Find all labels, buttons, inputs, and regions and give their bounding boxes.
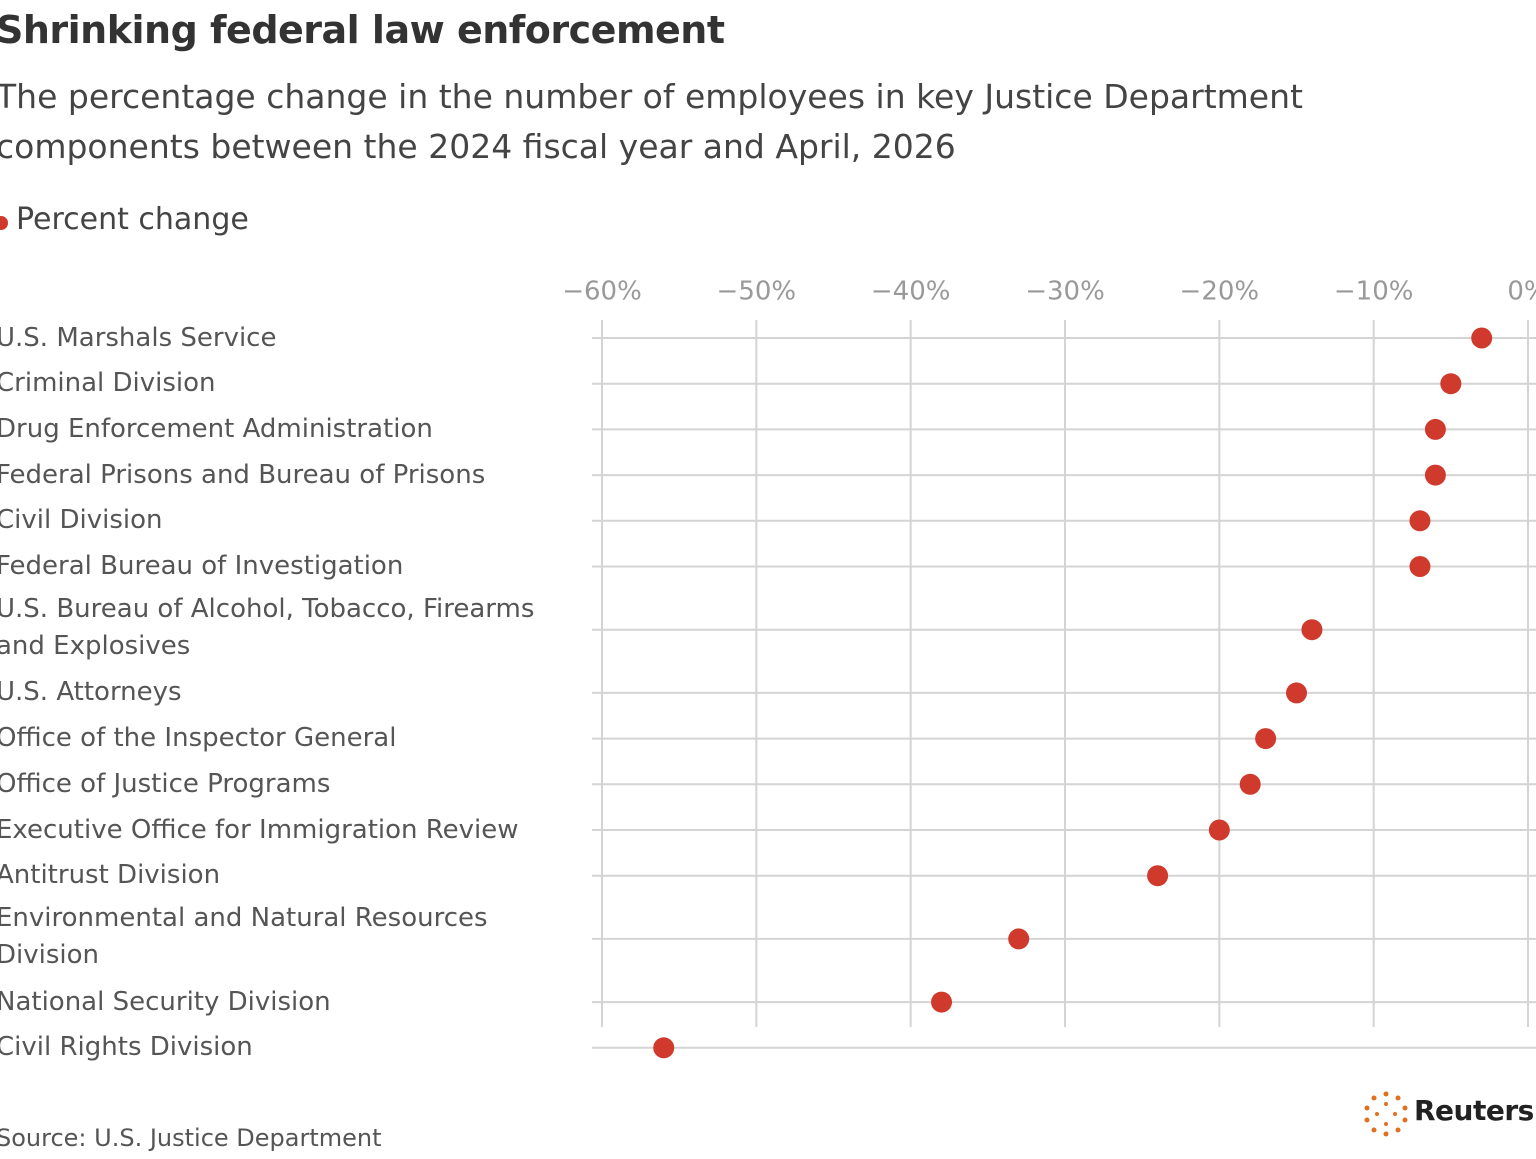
x-tick-label: −60% bbox=[562, 277, 642, 307]
category-label: U.S. Bureau of Alcohol, Tobacco, Firearm… bbox=[0, 594, 535, 662]
dot bbox=[1147, 865, 1169, 887]
reuters-logo bbox=[1364, 1091, 1408, 1137]
x-tick-label: −40% bbox=[871, 277, 951, 307]
dot bbox=[1255, 728, 1277, 750]
dot bbox=[1286, 682, 1307, 704]
dot bbox=[1301, 619, 1323, 641]
dot bbox=[931, 991, 953, 1013]
x-tick-label: −10% bbox=[1334, 277, 1414, 307]
dot bbox=[653, 1037, 675, 1059]
category-label: Civil Rights Division bbox=[0, 1032, 253, 1063]
dot bbox=[1409, 510, 1431, 532]
source-note: Source: U.S. Justice Department bbox=[0, 1124, 382, 1152]
dot bbox=[1440, 373, 1462, 395]
chart-title: Shrinking federal law enforcement bbox=[0, 8, 725, 52]
dot bbox=[1424, 418, 1446, 440]
category-label: U.S. Attorneys bbox=[0, 677, 182, 708]
dot bbox=[1424, 464, 1446, 486]
dot bbox=[1008, 928, 1030, 950]
category-label: Environmental and Natural Resources Divi… bbox=[0, 903, 488, 971]
category-label: Drug Enforcement Administration bbox=[0, 413, 433, 444]
x-tick-label: 0% bbox=[1507, 277, 1536, 307]
x-tick-label: −50% bbox=[717, 277, 797, 307]
dot bbox=[1208, 819, 1230, 841]
x-tick-label: −20% bbox=[1180, 277, 1260, 307]
category-label: Executive Office for Immigration Review bbox=[0, 814, 519, 845]
legend-label: Percent change bbox=[16, 202, 249, 237]
category-label: Office of the Inspector General bbox=[0, 723, 397, 754]
legend-marker bbox=[0, 216, 8, 230]
x-tick-label: −30% bbox=[1025, 277, 1105, 307]
category-label: Federal Bureau of Investigation bbox=[0, 551, 404, 581]
category-label: U.S. Marshals Service bbox=[0, 322, 277, 353]
dot bbox=[1409, 556, 1431, 577]
category-label: Civil Division bbox=[0, 505, 163, 536]
dot bbox=[1471, 327, 1493, 349]
dot bbox=[1239, 773, 1261, 795]
category-label: National Security Division bbox=[0, 986, 331, 1017]
brand: Reuters bbox=[1414, 1094, 1534, 1127]
category-label: Office of Justice Programs bbox=[0, 768, 331, 799]
category-label: Antitrust Division bbox=[0, 860, 221, 891]
category-label: Federal Prisons and Bureau of Prisons bbox=[0, 459, 486, 490]
category-label: Criminal Division bbox=[0, 368, 216, 399]
chart-subtitle: The percentage change in the number of e… bbox=[0, 77, 1303, 166]
